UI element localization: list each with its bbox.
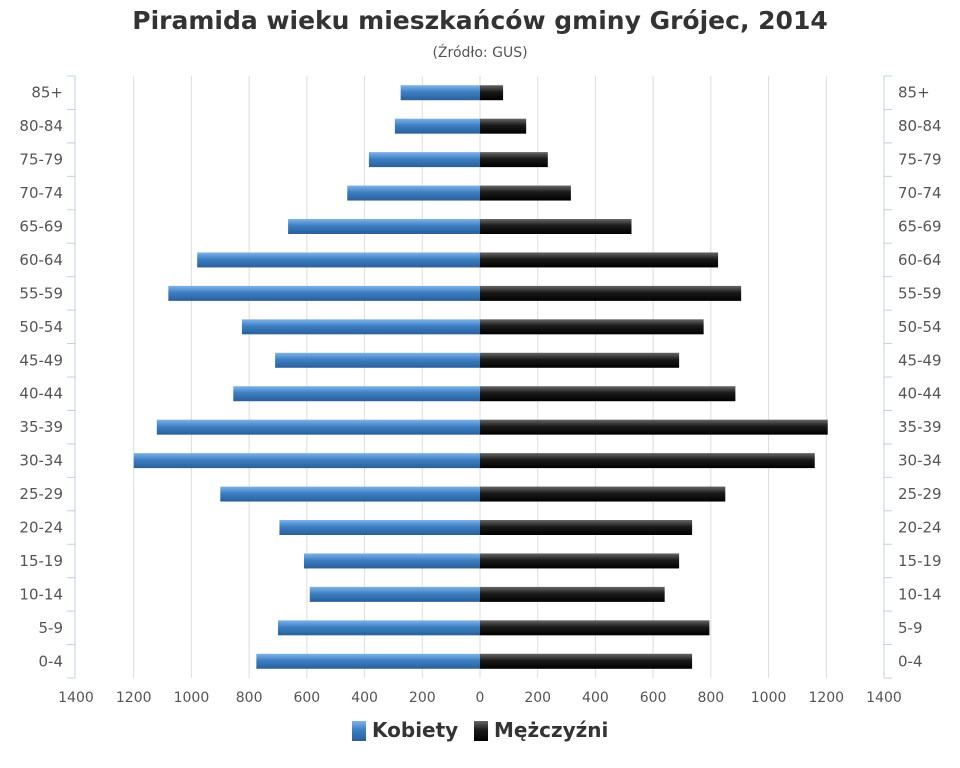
- x-tick-label: 1400: [866, 690, 902, 706]
- y-category-label-right: 15-19: [898, 552, 942, 570]
- y-category-label-right: 25-29: [898, 485, 942, 503]
- bar-mezczyzni[interactable]: [480, 653, 693, 669]
- bar-mezczyzni[interactable]: [480, 285, 742, 301]
- y-category-label-left: 40-44: [19, 385, 63, 403]
- bar-kobiety[interactable]: [156, 419, 481, 435]
- x-tick-label: 0: [476, 690, 485, 706]
- y-category-label-left: 15-19: [19, 552, 63, 570]
- y-category-label-left: 0-4: [39, 652, 64, 670]
- y-category-label-left: 85+: [31, 84, 63, 102]
- y-category-label-left: 65-69: [19, 218, 63, 236]
- bar-mezczyzni[interactable]: [480, 219, 632, 234]
- y-category-label-left: 20-24: [19, 519, 63, 537]
- bar-mezczyzni[interactable]: [480, 252, 719, 268]
- y-category-label-right: 40-44: [898, 385, 942, 403]
- y-category-label-right: 70-74: [898, 184, 942, 202]
- bars: [133, 85, 828, 669]
- y-category-label-right: 55-59: [898, 284, 942, 302]
- y-category-label-left: 25-29: [19, 485, 63, 503]
- legend-swatch[interactable]: [474, 721, 488, 741]
- y-category-label-left: 50-54: [19, 318, 63, 336]
- y-category-label-right: 75-79: [898, 151, 942, 169]
- y-category-label-right: 60-64: [898, 251, 942, 269]
- bar-kobiety[interactable]: [241, 319, 480, 335]
- y-category-label-right: 10-14: [898, 585, 942, 603]
- x-tick-label: 1200: [116, 690, 152, 706]
- bar-mezczyzni[interactable]: [480, 152, 548, 168]
- x-tick-label: 800: [236, 690, 263, 706]
- y-category-label-right: 0-4: [898, 652, 923, 670]
- bar-mezczyzni[interactable]: [480, 185, 571, 201]
- bar-mezczyzni[interactable]: [480, 453, 815, 469]
- bar-kobiety[interactable]: [309, 586, 480, 602]
- bar-kobiety[interactable]: [233, 386, 480, 402]
- y-category-label-left: 75-79: [19, 151, 63, 169]
- y-category-label-left: 55-59: [19, 284, 63, 302]
- y-category-label-left: 45-49: [19, 351, 63, 369]
- y-category-label-left: 10-14: [19, 585, 63, 603]
- bar-mezczyzni[interactable]: [480, 486, 726, 502]
- gridlines: [133, 76, 827, 678]
- x-tick-label: 600: [293, 690, 320, 706]
- y-category-label-right: 80-84: [898, 117, 942, 135]
- chart-subtitle: (Źródło: GUS): [432, 45, 528, 61]
- bar-mezczyzni[interactable]: [480, 586, 665, 602]
- y-category-label-left: 80-84: [19, 117, 63, 135]
- bar-mezczyzni[interactable]: [480, 520, 693, 535]
- y-category-label-left: 70-74: [19, 184, 63, 202]
- bar-mezczyzni[interactable]: [480, 85, 504, 101]
- bar-mezczyzni[interactable]: [480, 620, 710, 636]
- bar-mezczyzni[interactable]: [480, 118, 527, 134]
- y-category-label-right: 20-24: [898, 519, 942, 537]
- bar-mezczyzni[interactable]: [480, 319, 704, 335]
- y-category-label-right: 35-39: [898, 418, 942, 436]
- bar-mezczyzni[interactable]: [480, 386, 736, 402]
- x-tick-label: 200: [524, 690, 551, 706]
- bar-mezczyzni[interactable]: [480, 553, 680, 569]
- bar-kobiety[interactable]: [133, 453, 480, 469]
- bar-kobiety[interactable]: [278, 620, 480, 636]
- bar-kobiety[interactable]: [256, 653, 480, 669]
- chart-title: Piramida wieku mieszkańców gminy Grójec,…: [132, 6, 828, 35]
- x-tick-label: 600: [640, 690, 667, 706]
- legend-label[interactable]: Kobiety: [372, 718, 458, 742]
- x-tick-label: 400: [582, 690, 609, 706]
- x-tick-label: 400: [351, 690, 378, 706]
- legend[interactable]: Kobiety Mężczyźni: [352, 718, 608, 742]
- y-category-label-right: 5-9: [898, 619, 923, 637]
- y-category-label-right: 65-69: [898, 218, 942, 236]
- y-category-label-left: 30-34: [19, 452, 63, 470]
- x-tick-label: 200: [409, 690, 436, 706]
- x-tick-label: 1000: [174, 690, 210, 706]
- x-tick-label: 1400: [58, 690, 94, 706]
- bar-kobiety[interactable]: [303, 553, 480, 569]
- axis-labels: 1400 1200 1000 800 600 400 200 0 200 400 600 800 100…: [19, 84, 941, 706]
- y-category-label-right: 50-54: [898, 318, 942, 336]
- bar-kobiety[interactable]: [394, 118, 480, 134]
- bar-kobiety[interactable]: [168, 285, 481, 301]
- bar-kobiety[interactable]: [220, 486, 481, 502]
- x-tick-label: 1000: [751, 690, 787, 706]
- axes: [67, 75, 892, 679]
- bar-kobiety[interactable]: [400, 85, 480, 101]
- y-category-label-right: 85+: [898, 84, 930, 102]
- legend-label[interactable]: Mężczyźni: [494, 718, 608, 742]
- bar-mezczyzni[interactable]: [480, 352, 680, 368]
- x-tick-label: 800: [697, 690, 724, 706]
- y-category-label-right: 45-49: [898, 351, 942, 369]
- bar-kobiety[interactable]: [279, 520, 480, 535]
- bar-kobiety[interactable]: [347, 185, 480, 201]
- y-category-label-left: 5-9: [39, 619, 64, 637]
- bar-kobiety[interactable]: [197, 252, 480, 268]
- y-category-label-right: 30-34: [898, 452, 942, 470]
- bar-kobiety[interactable]: [288, 219, 480, 234]
- y-category-label-left: 60-64: [19, 251, 63, 269]
- bar-kobiety[interactable]: [275, 352, 480, 368]
- bar-mezczyzni[interactable]: [480, 419, 828, 435]
- y-category-label-left: 35-39: [19, 418, 63, 436]
- x-tick-label: 1200: [808, 690, 844, 706]
- legend-swatch[interactable]: [352, 721, 366, 741]
- bar-kobiety[interactable]: [368, 152, 480, 168]
